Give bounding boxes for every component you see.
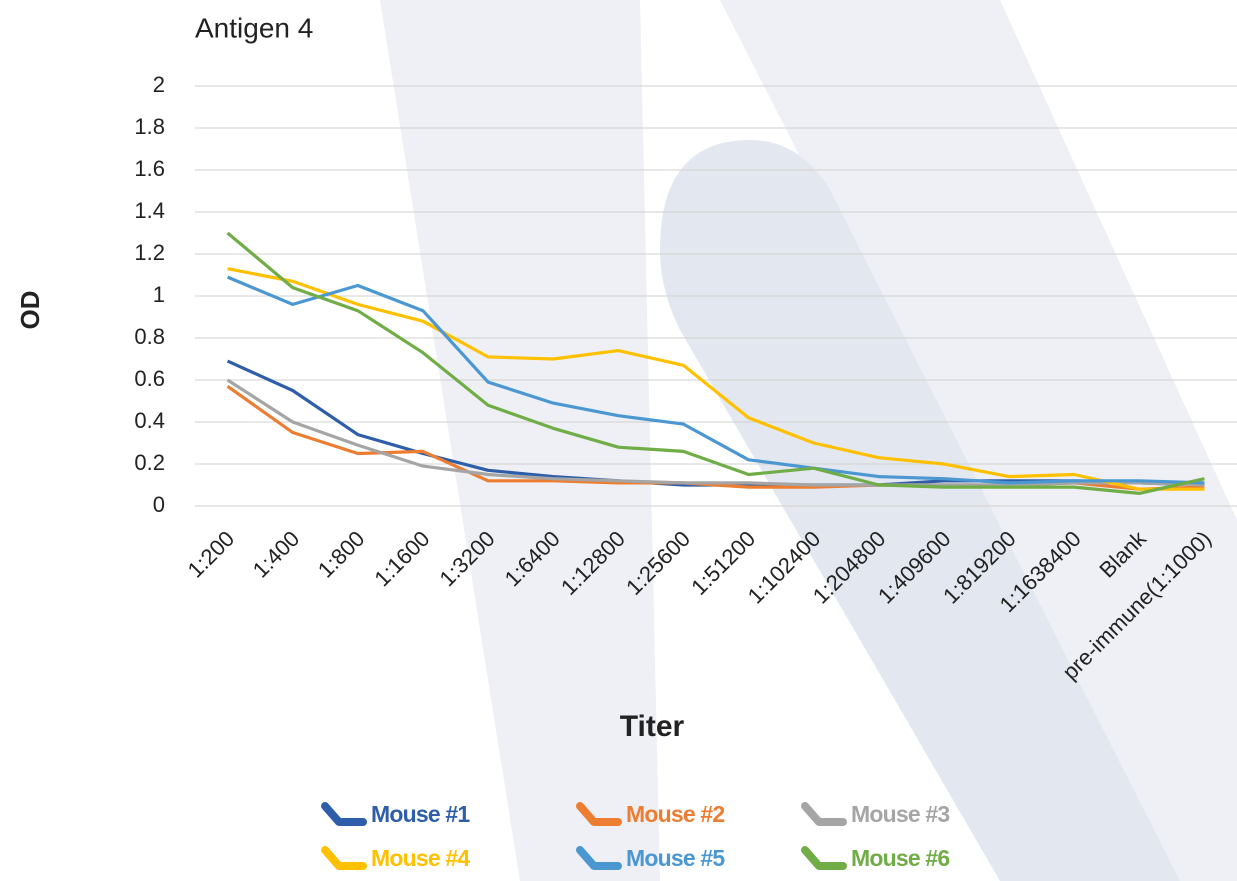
y-tick-label: 0.6	[134, 366, 165, 391]
y-tick-label: 2	[153, 72, 165, 97]
chart-title: Antigen 4	[195, 12, 313, 43]
chart: Antigen 4 OD Titer 0 0.2 0.4 0.6 0.8 1 1.2 1.4 1…	[0, 0, 1237, 881]
y-tick-label: 1.4	[134, 198, 165, 223]
legend-label: Mouse #3	[851, 801, 949, 827]
legend-label: Mouse #5	[626, 845, 725, 871]
y-tick-label: 0	[153, 492, 165, 517]
y-tick-label: 0.2	[134, 450, 165, 475]
x-tick-label: 1:800	[313, 526, 370, 583]
y-axis-label: OD	[15, 291, 45, 330]
y-tick-label: 1.6	[134, 156, 165, 181]
legend-label: Mouse #4	[371, 845, 470, 871]
x-tick-label: 1:400	[248, 526, 305, 583]
legend-label: Mouse #6	[851, 845, 949, 871]
legend-icon	[325, 850, 363, 866]
x-tick-label: 1:1600	[369, 526, 434, 591]
legend-icon	[805, 850, 843, 866]
legend-icon	[805, 806, 843, 822]
y-tick-label: 1.8	[134, 114, 165, 139]
y-tick-label: 1.2	[134, 240, 165, 265]
x-tick-label: 1:200	[183, 526, 240, 583]
y-tick-label: 1	[153, 282, 165, 307]
y-tick-label: 0.4	[134, 408, 165, 433]
y-tick-label: 0.8	[134, 324, 165, 349]
x-axis-label: Titer	[620, 710, 685, 743]
legend-label: Mouse #2	[626, 801, 724, 827]
legend-label: Mouse #1	[371, 801, 470, 827]
legend-icon	[325, 806, 363, 822]
